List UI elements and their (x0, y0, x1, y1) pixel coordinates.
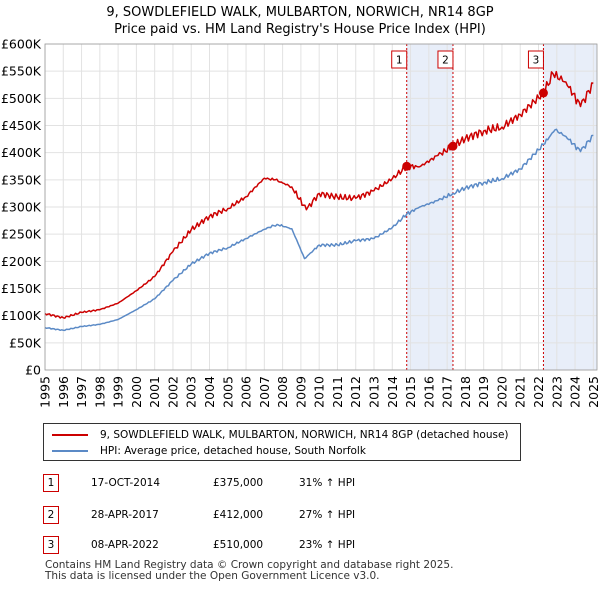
legend-label-property: 9, SOWDLEFIELD WALK, MULBARTON, NORWICH,… (100, 429, 509, 441)
x-tick-label: 2000 (129, 376, 144, 408)
x-tick-label: 2018 (458, 376, 473, 408)
y-tick-label: £550K (1, 64, 42, 79)
x-tick-label: 2020 (494, 376, 509, 408)
sale-point (538, 88, 548, 98)
transaction-number: 3 (43, 536, 59, 554)
y-tick-label: £500K (1, 91, 42, 106)
x-tick-label: 1995 (38, 376, 53, 408)
y-tick-label: £50K (9, 335, 42, 350)
transaction-price: £412,000 (213, 509, 264, 521)
x-tick-label: 1999 (111, 376, 126, 408)
x-tick-label: 2022 (531, 376, 546, 408)
legend-swatch-property (52, 434, 88, 436)
x-tick-label: 2014 (385, 376, 400, 408)
x-tick-label: 2012 (348, 376, 363, 408)
legend-item-hpi: HPI: Average price, detached house, Sout… (52, 443, 366, 459)
plot-frame (44, 43, 598, 371)
x-tick-label: 2001 (147, 376, 162, 408)
transaction-hpi: 23% ↑ HPI (299, 539, 356, 551)
sale-point (448, 141, 458, 151)
x-tick-label: 2009 (293, 376, 308, 408)
x-tick-label: 2003 (184, 376, 199, 408)
chart-subtitle: Price paid vs. HM Land Registry's House … (114, 22, 486, 37)
transaction-date: 08-APR-2022 (91, 539, 159, 551)
transaction-price: £510,000 (213, 539, 264, 551)
property-series-line (44, 70, 594, 319)
sale-label: 1 (396, 55, 403, 67)
sale-label: 3 (533, 55, 540, 67)
x-tick-label: 2021 (513, 376, 528, 408)
x-tick-label: 2008 (275, 376, 290, 408)
sale-label: 2 (442, 55, 449, 67)
y-tick-label: £450K (1, 118, 42, 133)
transaction-number: 2 (43, 506, 59, 524)
x-tick-label: 2013 (367, 376, 382, 408)
x-tick-label: 2015 (403, 376, 418, 408)
legend: 9, SOWDLEFIELD WALK, MULBARTON, NORWICH,… (43, 423, 521, 461)
sale-label-box (437, 50, 454, 69)
x-tick-label: 2016 (421, 376, 436, 408)
transaction-price: £375,000 (213, 477, 264, 489)
chart-title: 9, SOWDLEFIELD WALK, MULBARTON, NORWICH,… (106, 5, 493, 20)
x-tick-label: 1996 (56, 376, 71, 408)
y-tick-label: £200K (1, 254, 42, 269)
y-tick-label: £150K (1, 281, 42, 296)
x-tick-label: 1997 (74, 376, 89, 408)
y-tick-label: £350K (1, 172, 42, 187)
x-tick-label: 2024 (568, 376, 583, 408)
y-tick-label: £0 (25, 363, 41, 378)
footer-licence: This data is licensed under the Open Gov… (45, 570, 380, 582)
transaction-hpi: 31% ↑ HPI (299, 477, 356, 489)
legend-swatch-hpi (52, 450, 88, 452)
x-tick-label: 2017 (440, 376, 455, 408)
hpi-series-line (44, 128, 594, 332)
transaction-number: 1 (43, 474, 59, 492)
y-tick-label: £100K (1, 308, 42, 323)
x-tick-label: 2002 (165, 376, 180, 408)
x-tick-label: 2011 (330, 376, 345, 408)
price-chart: 9, SOWDLEFIELD WALK, MULBARTON, NORWICH,… (1, 5, 600, 408)
sale-label-box (527, 50, 544, 69)
x-tick-label: 2025 (586, 376, 600, 408)
transaction-hpi: 27% ↑ HPI (299, 509, 356, 521)
transaction-date: 28-APR-2017 (91, 509, 159, 521)
x-tick-label: 2007 (257, 376, 272, 408)
footer-copyright: Contains HM Land Registry data © Crown c… (45, 559, 454, 571)
x-tick-label: 2019 (476, 376, 491, 408)
x-tick-label: 2004 (202, 376, 217, 408)
x-tick-label: 2006 (239, 376, 254, 408)
x-tick-label: 1998 (92, 376, 107, 408)
x-tick-label: 2005 (220, 376, 235, 408)
sale-label-box (391, 50, 408, 69)
sale-point (402, 161, 412, 171)
y-tick-label: £250K (1, 227, 42, 242)
y-tick-label: £600K (1, 37, 42, 52)
y-tick-label: £400K (1, 145, 42, 160)
legend-item-property: 9, SOWDLEFIELD WALK, MULBARTON, NORWICH,… (52, 427, 509, 443)
x-tick-label: 2010 (312, 376, 327, 408)
legend-label-hpi: HPI: Average price, detached house, Sout… (100, 445, 366, 457)
y-tick-label: £300K (1, 200, 42, 215)
x-tick-label: 2023 (549, 376, 564, 408)
transaction-date: 17-OCT-2014 (91, 477, 160, 489)
